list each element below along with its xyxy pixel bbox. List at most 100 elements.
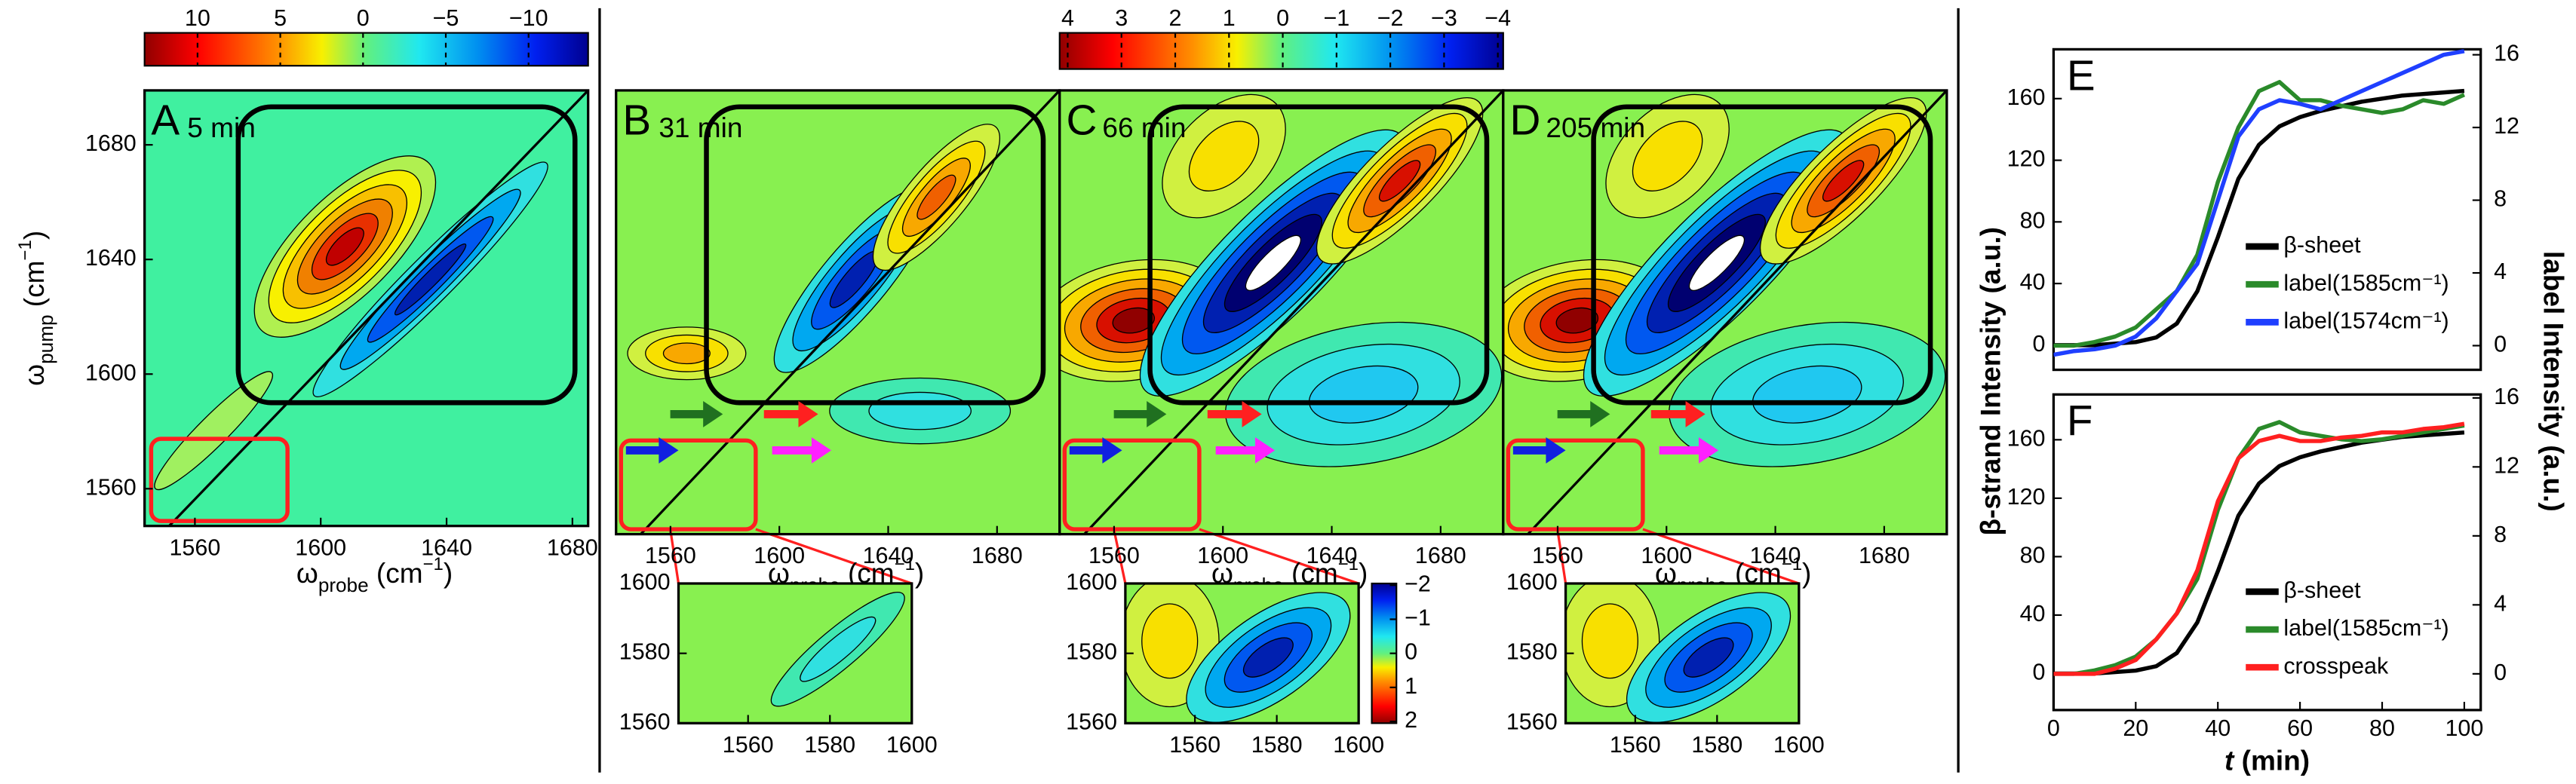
- map: [1059, 90, 1503, 534]
- colorbar-tick-label: −2: [1405, 571, 1431, 596]
- panel-annotation: 205 min: [1546, 112, 1645, 143]
- label-sup: −1: [1338, 554, 1359, 574]
- contour: [1688, 234, 1745, 291]
- arrow-head: [703, 400, 723, 427]
- contour: [154, 371, 274, 491]
- label-sup: −1: [15, 240, 35, 260]
- x-tick-label: 1580: [1251, 732, 1303, 758]
- map: [678, 583, 912, 724]
- colorbar-tick-label: 0: [357, 5, 370, 31]
- legend-label: label(1574cm⁻¹): [2283, 308, 2449, 333]
- region-box: [704, 104, 1046, 406]
- contour: [916, 174, 956, 220]
- zoom-line: [1199, 528, 1359, 585]
- region-box: [1591, 104, 1933, 406]
- colorbar-tick-label: −2: [1377, 5, 1404, 31]
- x-tick-label: 1640: [863, 543, 914, 568]
- y2-axis-label: label Intensity (a.u.): [2538, 251, 2570, 512]
- y2-tick-label: 0: [2494, 660, 2507, 685]
- label-close: ): [915, 557, 924, 589]
- y-tick-label: 80: [2020, 542, 2046, 568]
- y2-tick-label: 4: [2494, 590, 2507, 616]
- label-sup: −1: [1782, 554, 1802, 574]
- x-tick-label: 1680: [547, 534, 598, 560]
- x-tick-label: 1560: [645, 543, 696, 568]
- x-tick-label: 40: [2205, 715, 2231, 741]
- region-box: [1147, 104, 1490, 406]
- legend-label: β-sheet: [2283, 577, 2361, 603]
- y2-tick-label: 4: [2494, 259, 2507, 284]
- y-tick-label: 1560: [619, 709, 671, 734]
- label-var: t: [2224, 744, 2235, 776]
- x-tick-label: 1600: [886, 732, 938, 758]
- region-box-red: [1062, 438, 1202, 531]
- y-tick-label: 120: [2007, 146, 2046, 172]
- arrow-head: [1242, 400, 1262, 427]
- panel-letter: C: [1066, 96, 1097, 144]
- x-tick-label: 1600: [754, 543, 805, 568]
- arrow-head: [1698, 436, 1719, 464]
- x-tick-label: 1560: [723, 732, 774, 758]
- series-line: [2053, 49, 2465, 357]
- x-tick-label: 1600: [295, 534, 346, 560]
- label-unit: (cm: [369, 557, 423, 589]
- y-tick-label: 1600: [1506, 569, 1558, 595]
- arrow-head: [1590, 400, 1610, 427]
- contour: [394, 243, 467, 316]
- contour: [1112, 307, 1156, 334]
- y-tick-label: 1560: [85, 474, 137, 500]
- y2-tick-label: 0: [2494, 332, 2507, 357]
- x-tick-label: 60: [2287, 715, 2313, 741]
- contour: [1581, 603, 1638, 679]
- legend-label: β-sheet: [2283, 232, 2361, 258]
- diagonal: [168, 90, 588, 526]
- x-tick-label: 20: [2123, 715, 2148, 741]
- label-close: ): [1802, 557, 1811, 589]
- label-sup: −1: [423, 554, 444, 574]
- lines: [2053, 49, 2466, 357]
- legend-label: label(1585cm⁻¹): [2283, 270, 2449, 296]
- contour: [1188, 121, 1260, 191]
- x-tick-label: 1600: [1773, 732, 1825, 758]
- y-tick-label: 1600: [85, 360, 137, 385]
- y-tick-label: 1580: [1506, 639, 1558, 665]
- axis-label: ωpump (cm−1): [15, 231, 57, 386]
- label-sup: −1: [895, 554, 915, 574]
- label-symbol: ω: [18, 364, 50, 386]
- region-box-red: [619, 438, 758, 531]
- y-tick-label: 40: [2020, 269, 2046, 295]
- y-tick-label: 0: [2033, 659, 2046, 684]
- x-tick-label: 1560: [169, 534, 220, 560]
- x-tick-label: 1640: [421, 534, 472, 560]
- y-tick-label: 1580: [1066, 639, 1117, 665]
- y-tick-label: 120: [2007, 484, 2046, 510]
- label-close: ): [444, 557, 453, 589]
- series-line: [2053, 80, 2466, 348]
- panel-letter: A: [151, 96, 180, 144]
- x-tick-label: 1680: [1859, 543, 1910, 568]
- plot-frame: [143, 89, 590, 528]
- colorbar-tick-label: −1: [1405, 605, 1431, 631]
- x-tick-label: 1640: [1750, 543, 1801, 568]
- diagonal: [1083, 90, 1503, 534]
- x-tick-label: 1580: [804, 732, 855, 758]
- y-tick-label: 1640: [85, 245, 137, 271]
- contour: [868, 391, 972, 430]
- legend-label: label(1585cm⁻¹): [2283, 615, 2449, 641]
- legend-label: crosspeak: [2283, 653, 2389, 678]
- label-symbol: ω: [296, 557, 318, 589]
- y-tick-label: 0: [2033, 331, 2046, 357]
- map-background: [144, 90, 588, 526]
- panel-letter: F: [2067, 397, 2093, 445]
- colorbar: [1058, 32, 1504, 70]
- map: [1503, 90, 1947, 534]
- label-unit: (cm: [18, 260, 50, 314]
- x-tick-label: 1600: [1333, 732, 1384, 758]
- panel-annotation: 5 min: [187, 112, 256, 143]
- contour: [1245, 234, 1301, 291]
- y2-tick-label: 12: [2494, 113, 2519, 139]
- label-close: ): [1359, 557, 1368, 589]
- plot-frame: [2052, 47, 2482, 372]
- colorbar-tick-label: 2: [1405, 707, 1417, 733]
